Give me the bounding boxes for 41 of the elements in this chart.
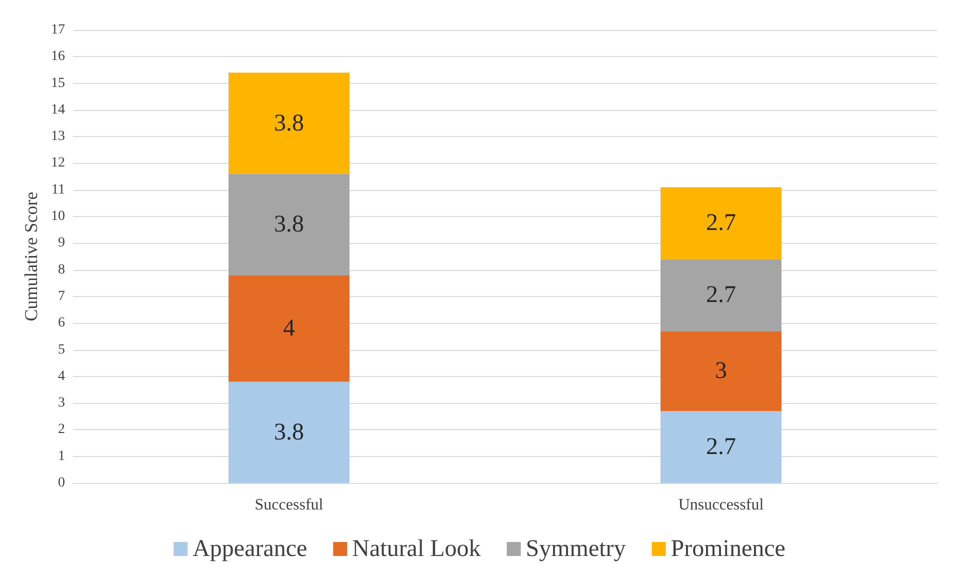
data-label: 2.7 — [706, 434, 736, 460]
y-tick-label: 2 — [58, 422, 65, 438]
data-label: 2.7 — [706, 210, 736, 236]
y-tick-label: 1 — [58, 448, 65, 464]
data-label: 3.8 — [274, 212, 304, 238]
legend-label: Appearance — [192, 536, 308, 562]
y-tick-label: 15 — [51, 76, 65, 91]
bar — [660, 411, 782, 483]
y-tick-label: 16 — [51, 49, 65, 64]
y-tick-label: 3 — [58, 396, 65, 411]
bar — [228, 174, 350, 276]
y-tick-label: 8 — [58, 262, 65, 278]
data-label: 3.8 — [274, 110, 304, 136]
legend-label: Prominence — [670, 536, 786, 562]
legend-label: Symmetry — [526, 536, 626, 562]
y-tick-label: 12 — [51, 156, 65, 171]
y-tick-label: 9 — [58, 236, 65, 251]
y-tick-label: 6 — [58, 316, 65, 331]
y-tick-label: 0 — [58, 476, 65, 490]
data-label: 3.8 — [274, 419, 304, 446]
bar — [228, 382, 350, 483]
y-tick-label: 11 — [52, 182, 65, 198]
legend-label: Natural Look — [352, 536, 481, 562]
y-tick-label: 14 — [51, 102, 65, 118]
bar — [660, 331, 782, 412]
y-axis-title: Cumulative Score — [21, 192, 42, 322]
y-tick-label: 5 — [58, 342, 65, 358]
bar — [660, 187, 782, 260]
y-tick-label: 4 — [58, 368, 65, 384]
y-tick-label: 7 — [58, 288, 65, 304]
bar — [660, 259, 782, 332]
y-tick-label: 17 — [51, 22, 65, 38]
data-label: 2.7 — [706, 282, 736, 308]
x-tick-label: Successful — [254, 496, 324, 514]
bar — [228, 275, 350, 382]
bar — [228, 72, 350, 174]
y-tick-label: 13 — [51, 129, 65, 144]
y-tick-label: 10 — [51, 209, 65, 224]
data-label: 3 — [715, 358, 727, 384]
data-label: 4 — [283, 315, 295, 342]
x-tick-label: Unsuccessful — [678, 496, 764, 514]
